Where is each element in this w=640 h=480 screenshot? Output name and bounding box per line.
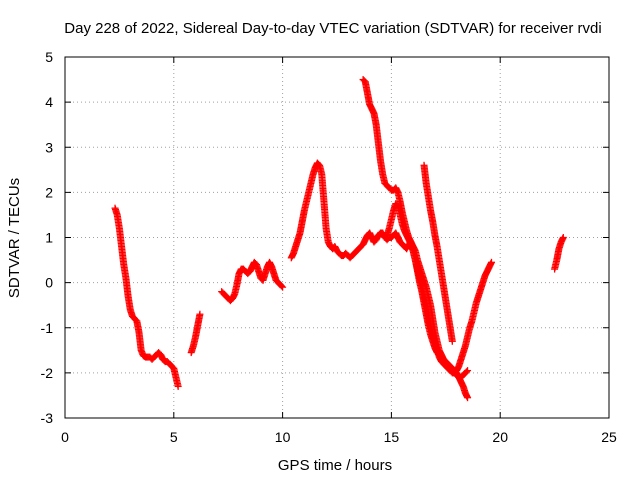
data-point-marker xyxy=(278,282,286,290)
x-tick-label: 15 xyxy=(384,429,400,445)
y-tick-label: -2 xyxy=(41,365,54,381)
data-points xyxy=(111,76,567,402)
x-tick-label: 0 xyxy=(61,429,69,445)
data-point-marker xyxy=(196,310,204,318)
y-tick-label: 3 xyxy=(45,139,53,155)
grid xyxy=(65,57,609,418)
x-axis-label: GPS time / hours xyxy=(278,457,392,474)
y-tick-label: -3 xyxy=(41,410,54,426)
y-axis-label: SDTVAR / TECUs xyxy=(6,178,23,298)
y-tick-label: 2 xyxy=(45,184,53,200)
y-tick-label: 5 xyxy=(45,49,53,65)
data-point-marker xyxy=(464,394,472,402)
data-point-marker xyxy=(487,258,495,266)
y-tick-label: 1 xyxy=(45,230,53,246)
data-point-marker xyxy=(462,368,470,376)
chart-title: Day 228 of 2022, Sidereal Day-to-day VTE… xyxy=(64,20,601,37)
x-tick-label: 5 xyxy=(170,429,178,445)
data-point-marker xyxy=(448,337,456,345)
data-point-marker xyxy=(279,283,287,291)
x-tick-label: 10 xyxy=(275,429,291,445)
y-tick-label: -1 xyxy=(41,320,54,336)
y-tick-label: 0 xyxy=(45,275,53,291)
data-point-marker xyxy=(559,234,567,241)
y-tick-label: 4 xyxy=(45,94,53,110)
axis-ticks xyxy=(64,56,610,419)
data-point-marker xyxy=(464,367,472,375)
data-point-marker xyxy=(174,382,182,390)
x-tick-label: 20 xyxy=(492,429,508,445)
x-tick-label: 25 xyxy=(601,429,617,445)
tick-labels: 0 5 10 15 20 25 -3 -2 -1 0 1 2 3 4 5 xyxy=(41,49,617,445)
